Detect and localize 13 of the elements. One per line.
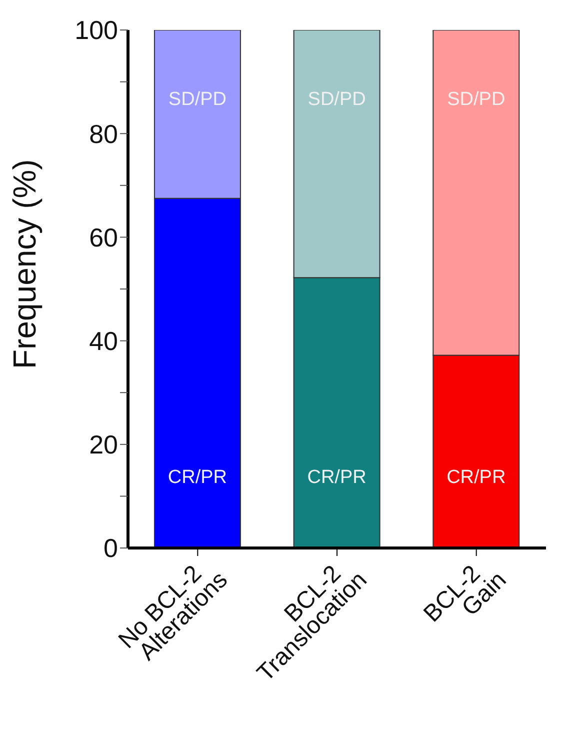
y-tick-label: 40 [89, 326, 118, 356]
text: SD/PD [168, 89, 227, 110]
y-tick-label: 20 [89, 430, 118, 460]
series-label: CR/PR [168, 467, 228, 488]
text: SD/PD [447, 89, 506, 110]
text: CR/PR [446, 467, 506, 488]
text: CR/PR [307, 467, 366, 488]
y-tick-label: 80 [89, 118, 118, 149]
y-tick-label: 100 [74, 15, 118, 46]
series-label: SD/PD [308, 89, 366, 110]
y-axis-title: Frequency (%) [6, 159, 42, 369]
y-tick-label: 60 [89, 222, 118, 252]
y-tick-label: 0 [104, 533, 118, 564]
